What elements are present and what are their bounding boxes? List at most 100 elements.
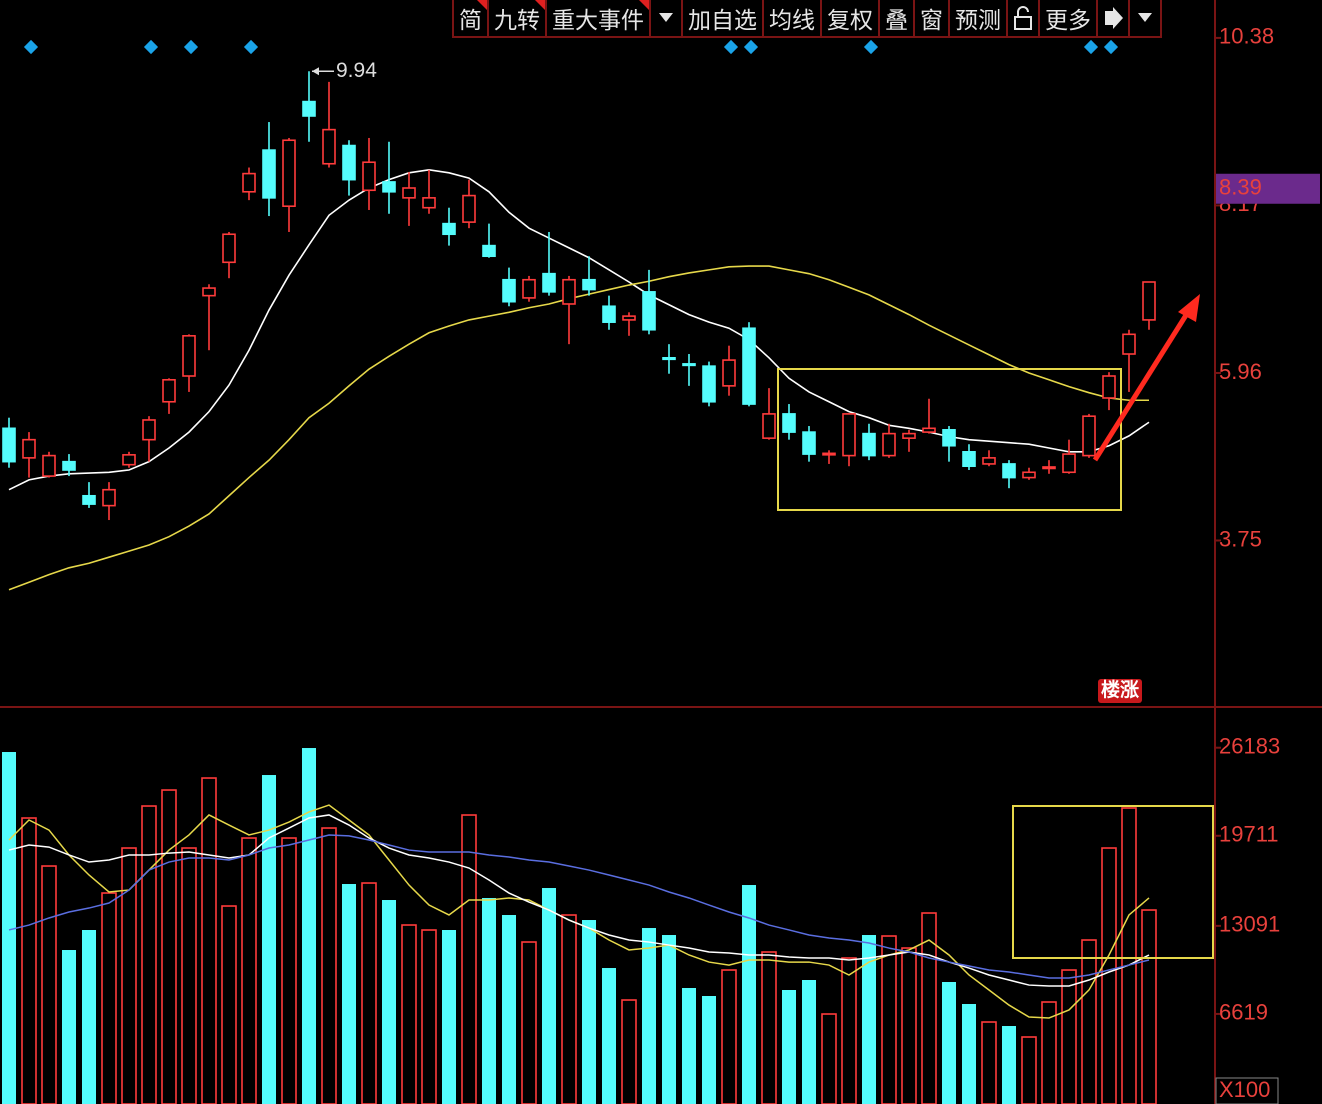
volume-bar [342, 884, 356, 1104]
trend-arrow [1092, 294, 1200, 462]
event-marker[interactable] [723, 39, 739, 55]
event-marker[interactable] [1103, 39, 1119, 55]
candle-body [1062, 453, 1076, 474]
event-marker[interactable] [1083, 39, 1099, 55]
volume-bar [382, 900, 396, 1104]
volume-bar [421, 929, 437, 1104]
candle-body [862, 432, 876, 457]
event-marker[interactable] [143, 39, 159, 55]
lock-button[interactable] [1008, 0, 1040, 36]
toolbar-button[interactable]: 九转 [489, 0, 547, 36]
y-tick-label: 10.38 [1219, 24, 1274, 49]
volume-bar [542, 888, 556, 1104]
dropdown-button[interactable] [1130, 0, 1162, 36]
toolbar-button[interactable]: 叠 [880, 0, 915, 36]
volume-bar [742, 885, 756, 1104]
volume-bar [881, 935, 897, 1104]
volume-bar [821, 1013, 837, 1104]
candle-body [242, 172, 256, 193]
volume-bar [241, 837, 257, 1104]
volume-bar [21, 817, 37, 1104]
volume-bar [2, 752, 16, 1104]
candle-body [742, 327, 756, 405]
event-marker[interactable] [743, 39, 759, 55]
toolbar-button[interactable]: 窗 [915, 0, 950, 36]
candle-body [1102, 375, 1116, 399]
volume-bar [181, 847, 197, 1104]
candle-body [842, 413, 856, 457]
volume-bar [141, 805, 157, 1104]
y-tick-label: 13091 [1219, 912, 1280, 937]
volume-bar [302, 748, 316, 1104]
candle-body [802, 431, 816, 455]
candle-body [202, 287, 216, 297]
skip-button[interactable] [1098, 0, 1130, 36]
event-markers [23, 39, 1119, 55]
volume-bar [1061, 969, 1077, 1104]
volume-bar [602, 968, 616, 1104]
event-marker[interactable] [183, 39, 199, 55]
candle-body [982, 457, 996, 465]
candle-body [882, 432, 896, 457]
toolbar-button[interactable]: 更多 [1040, 0, 1098, 36]
toolbar-button[interactable]: 均线 [764, 0, 822, 36]
toolbar-button[interactable]: 简 [454, 0, 489, 36]
volume-bar [962, 1004, 976, 1104]
candle-body [422, 197, 436, 209]
event-marker[interactable] [23, 39, 39, 55]
toolbar-button[interactable]: 加自选 [683, 0, 764, 36]
candle-body [162, 378, 176, 403]
volume-bar [201, 777, 217, 1104]
volume-bar [642, 928, 656, 1104]
volume-bar [121, 847, 137, 1104]
candle-body [82, 494, 96, 505]
volume-bar [682, 988, 696, 1104]
toolbar-button[interactable]: 重大事件 [547, 0, 651, 36]
volume-bar [1002, 1026, 1016, 1104]
event-marker[interactable] [863, 39, 879, 55]
skip-icon [1105, 7, 1123, 29]
candle-body [462, 194, 476, 223]
candle-body [602, 305, 616, 323]
toolbar-button[interactable]: 预测 [950, 0, 1008, 36]
volume-bar [721, 969, 737, 1104]
highlight-box [1012, 805, 1214, 959]
candle-body [1142, 281, 1156, 321]
volume-bar [442, 930, 456, 1104]
current-price-box [1216, 173, 1320, 204]
max-pointer-head [312, 67, 319, 76]
candle-body [402, 187, 416, 199]
volume-bar [521, 941, 537, 1104]
event-marker[interactable] [243, 39, 259, 55]
candle-body [342, 144, 356, 181]
volume-bar [1121, 807, 1137, 1104]
dropdown-button[interactable] [651, 0, 683, 36]
candle-body [782, 413, 796, 433]
candle-body [1082, 415, 1096, 457]
candle-body [962, 451, 976, 468]
candle-body [1042, 466, 1056, 470]
candle-body [2, 427, 16, 463]
toolbar: 简 九转 重大事件 加自选 均线 复权 叠 窗 预测 更多 [452, 0, 1162, 38]
volume-bar [221, 905, 237, 1104]
candle-body [1002, 463, 1016, 479]
plot: 3.755.968.1710.389.948.39楼涨6619130911971… [2, 24, 1320, 1104]
candle-body [382, 181, 396, 193]
y-tick-label: 6619 [1219, 1000, 1268, 1025]
volume-bar [1021, 1036, 1037, 1104]
volume-bar [101, 892, 117, 1104]
highlight-box [777, 368, 1122, 511]
unit-label: X100 [1219, 1077, 1270, 1102]
y-tick-label: 3.75 [1219, 526, 1262, 551]
ma-line [8, 265, 1149, 591]
candle-body [42, 454, 56, 477]
candle-body [1022, 471, 1036, 479]
volume-bar [361, 882, 377, 1104]
toolbar-button[interactable]: 复权 [822, 0, 880, 36]
candle-body [302, 100, 316, 117]
volume-bar [62, 950, 76, 1104]
candle-body [102, 488, 116, 507]
candle-body [822, 452, 836, 456]
tag-label: 楼涨 [1101, 678, 1139, 701]
